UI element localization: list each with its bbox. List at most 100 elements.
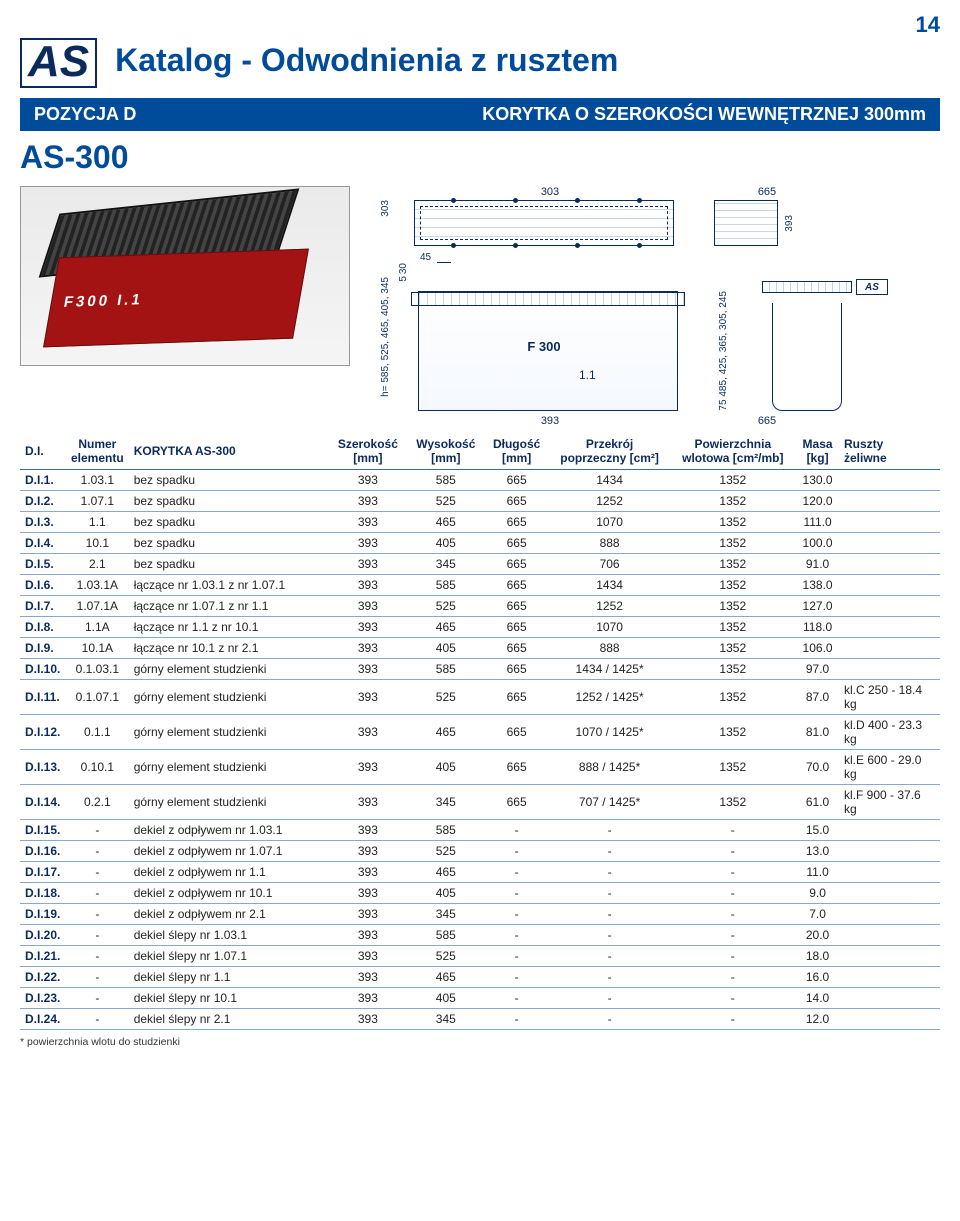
cell-desc: bez spadku <box>129 511 329 532</box>
cell-num: - <box>66 903 129 924</box>
cell-ruszty <box>840 966 940 987</box>
cell-masa: 11.0 <box>795 861 840 882</box>
table-row: D.I.9.10.1Ałączące nr 10.1 z nr 2.139340… <box>20 637 940 658</box>
cell-prz: 1070 <box>549 511 671 532</box>
cell-di: D.I.3. <box>20 511 66 532</box>
cell-wys: 585 <box>407 924 484 945</box>
cell-desc: dekiel z odpływem nr 1.07.1 <box>129 840 329 861</box>
cell-ruszty <box>840 595 940 616</box>
cell-prz: - <box>549 987 671 1008</box>
cell-masa: 18.0 <box>795 945 840 966</box>
cell-ruszty <box>840 616 940 637</box>
cell-ruszty <box>840 469 940 490</box>
cell-prz: 1252 <box>549 595 671 616</box>
cell-di: D.I.19. <box>20 903 66 924</box>
cell-num: 2.1 <box>66 553 129 574</box>
cell-szer: 393 <box>329 553 407 574</box>
cell-di: D.I.1. <box>20 469 66 490</box>
cell-ruszty <box>840 553 940 574</box>
dim-top-303: 303 <box>420 186 680 198</box>
dim-h-left: h= 585, 525, 465, 405, 345 <box>380 277 391 397</box>
cell-pow: - <box>670 966 795 987</box>
cell-masa: 7.0 <box>795 903 840 924</box>
cell-pow: 1352 <box>670 679 795 714</box>
cell-wys: 405 <box>407 987 484 1008</box>
th-wys: Wysokość[mm] <box>407 435 484 469</box>
cell-masa: 87.0 <box>795 679 840 714</box>
table-row: D.I.14.0.2.1górny element studzienki3933… <box>20 784 940 819</box>
th-przekroj: Przekrójpoprzeczny [cm²] <box>549 435 671 469</box>
table-row: D.I.12.0.1.1górny element studzienki3934… <box>20 714 940 749</box>
cell-masa: 15.0 <box>795 819 840 840</box>
th-korytka: KORYTKA AS-300 <box>129 435 329 469</box>
as-small-logo: AS <box>856 279 888 295</box>
diagram-section-cross: AS <box>772 281 842 411</box>
cell-dlug: 665 <box>485 784 549 819</box>
cell-wys: 345 <box>407 903 484 924</box>
cell-wys: 585 <box>407 658 484 679</box>
dim-45: 45 <box>420 252 431 263</box>
cell-szer: 393 <box>329 966 407 987</box>
table-row: D.I.24.-dekiel ślepy nr 2.1393345---12.0 <box>20 1008 940 1029</box>
cell-szer: 393 <box>329 679 407 714</box>
cell-dlug: 665 <box>485 490 549 511</box>
cell-di: D.I.7. <box>20 595 66 616</box>
table-row: D.I.10.0.1.03.1górny element studzienki3… <box>20 658 940 679</box>
table-row: D.I.11.0.1.07.1górny element studzienki3… <box>20 679 940 714</box>
diagram-plan <box>414 200 674 246</box>
cell-wys: 465 <box>407 966 484 987</box>
cell-szer: 393 <box>329 819 407 840</box>
brand-logo: AS <box>20 38 97 88</box>
table-row: D.I.19.-dekiel z odpływem nr 2.1393345--… <box>20 903 940 924</box>
cell-wys: 405 <box>407 882 484 903</box>
cell-desc: górny element studzienki <box>129 714 329 749</box>
diagram-plan-end <box>714 200 778 246</box>
th-dlug: Długość[mm] <box>485 435 549 469</box>
cell-prz: 706 <box>549 553 671 574</box>
cell-di: D.I.4. <box>20 532 66 553</box>
cell-masa: 20.0 <box>795 924 840 945</box>
cell-dlug: 665 <box>485 532 549 553</box>
cell-pow: 1352 <box>670 553 795 574</box>
cell-szer: 393 <box>329 945 407 966</box>
photo-body <box>43 249 309 348</box>
dim-bottom-665: 665 <box>720 415 814 427</box>
cell-prz: - <box>549 840 671 861</box>
footnote: * powierzchnia wlotu do studzienki <box>20 1036 940 1048</box>
cell-desc: górny element studzienki <box>129 679 329 714</box>
cell-desc: dekiel z odpływem nr 1.1 <box>129 861 329 882</box>
cell-dlug: 665 <box>485 553 549 574</box>
cell-masa: 91.0 <box>795 553 840 574</box>
cell-prz: - <box>549 1008 671 1029</box>
cell-ruszty: kl.D 400 - 23.3 kg <box>840 714 940 749</box>
cell-di: D.I.6. <box>20 574 66 595</box>
brand-logo-text: AS <box>28 37 89 86</box>
cell-wys: 405 <box>407 532 484 553</box>
cell-prz: 1434 <box>549 469 671 490</box>
cell-wys: 405 <box>407 637 484 658</box>
cell-desc: dekiel ślepy nr 1.07.1 <box>129 945 329 966</box>
cell-di: D.I.11. <box>20 679 66 714</box>
cell-prz: 888 <box>549 637 671 658</box>
cell-dlug: - <box>485 987 549 1008</box>
cell-wys: 525 <box>407 679 484 714</box>
cell-dlug: 665 <box>485 637 549 658</box>
cell-masa: 13.0 <box>795 840 840 861</box>
cell-prz: 888 / 1425* <box>549 749 671 784</box>
cell-wys: 525 <box>407 490 484 511</box>
cell-num: 0.1.03.1 <box>66 658 129 679</box>
cell-di: D.I.20. <box>20 924 66 945</box>
cell-wys: 345 <box>407 784 484 819</box>
cell-num: 10.1 <box>66 532 129 553</box>
technical-diagrams: 303 665 303 393 <box>380 186 940 427</box>
dim-plan-left: 303 <box>380 200 391 217</box>
cell-desc: górny element studzienki <box>129 658 329 679</box>
cell-ruszty <box>840 511 940 532</box>
cell-szer: 393 <box>329 532 407 553</box>
cell-ruszty <box>840 490 940 511</box>
cell-wys: 465 <box>407 861 484 882</box>
cell-dlug: - <box>485 882 549 903</box>
cell-num: 1.03.1 <box>66 469 129 490</box>
diagram-section-long: F 300 1.1 <box>418 291 678 411</box>
cell-pow: - <box>670 945 795 966</box>
